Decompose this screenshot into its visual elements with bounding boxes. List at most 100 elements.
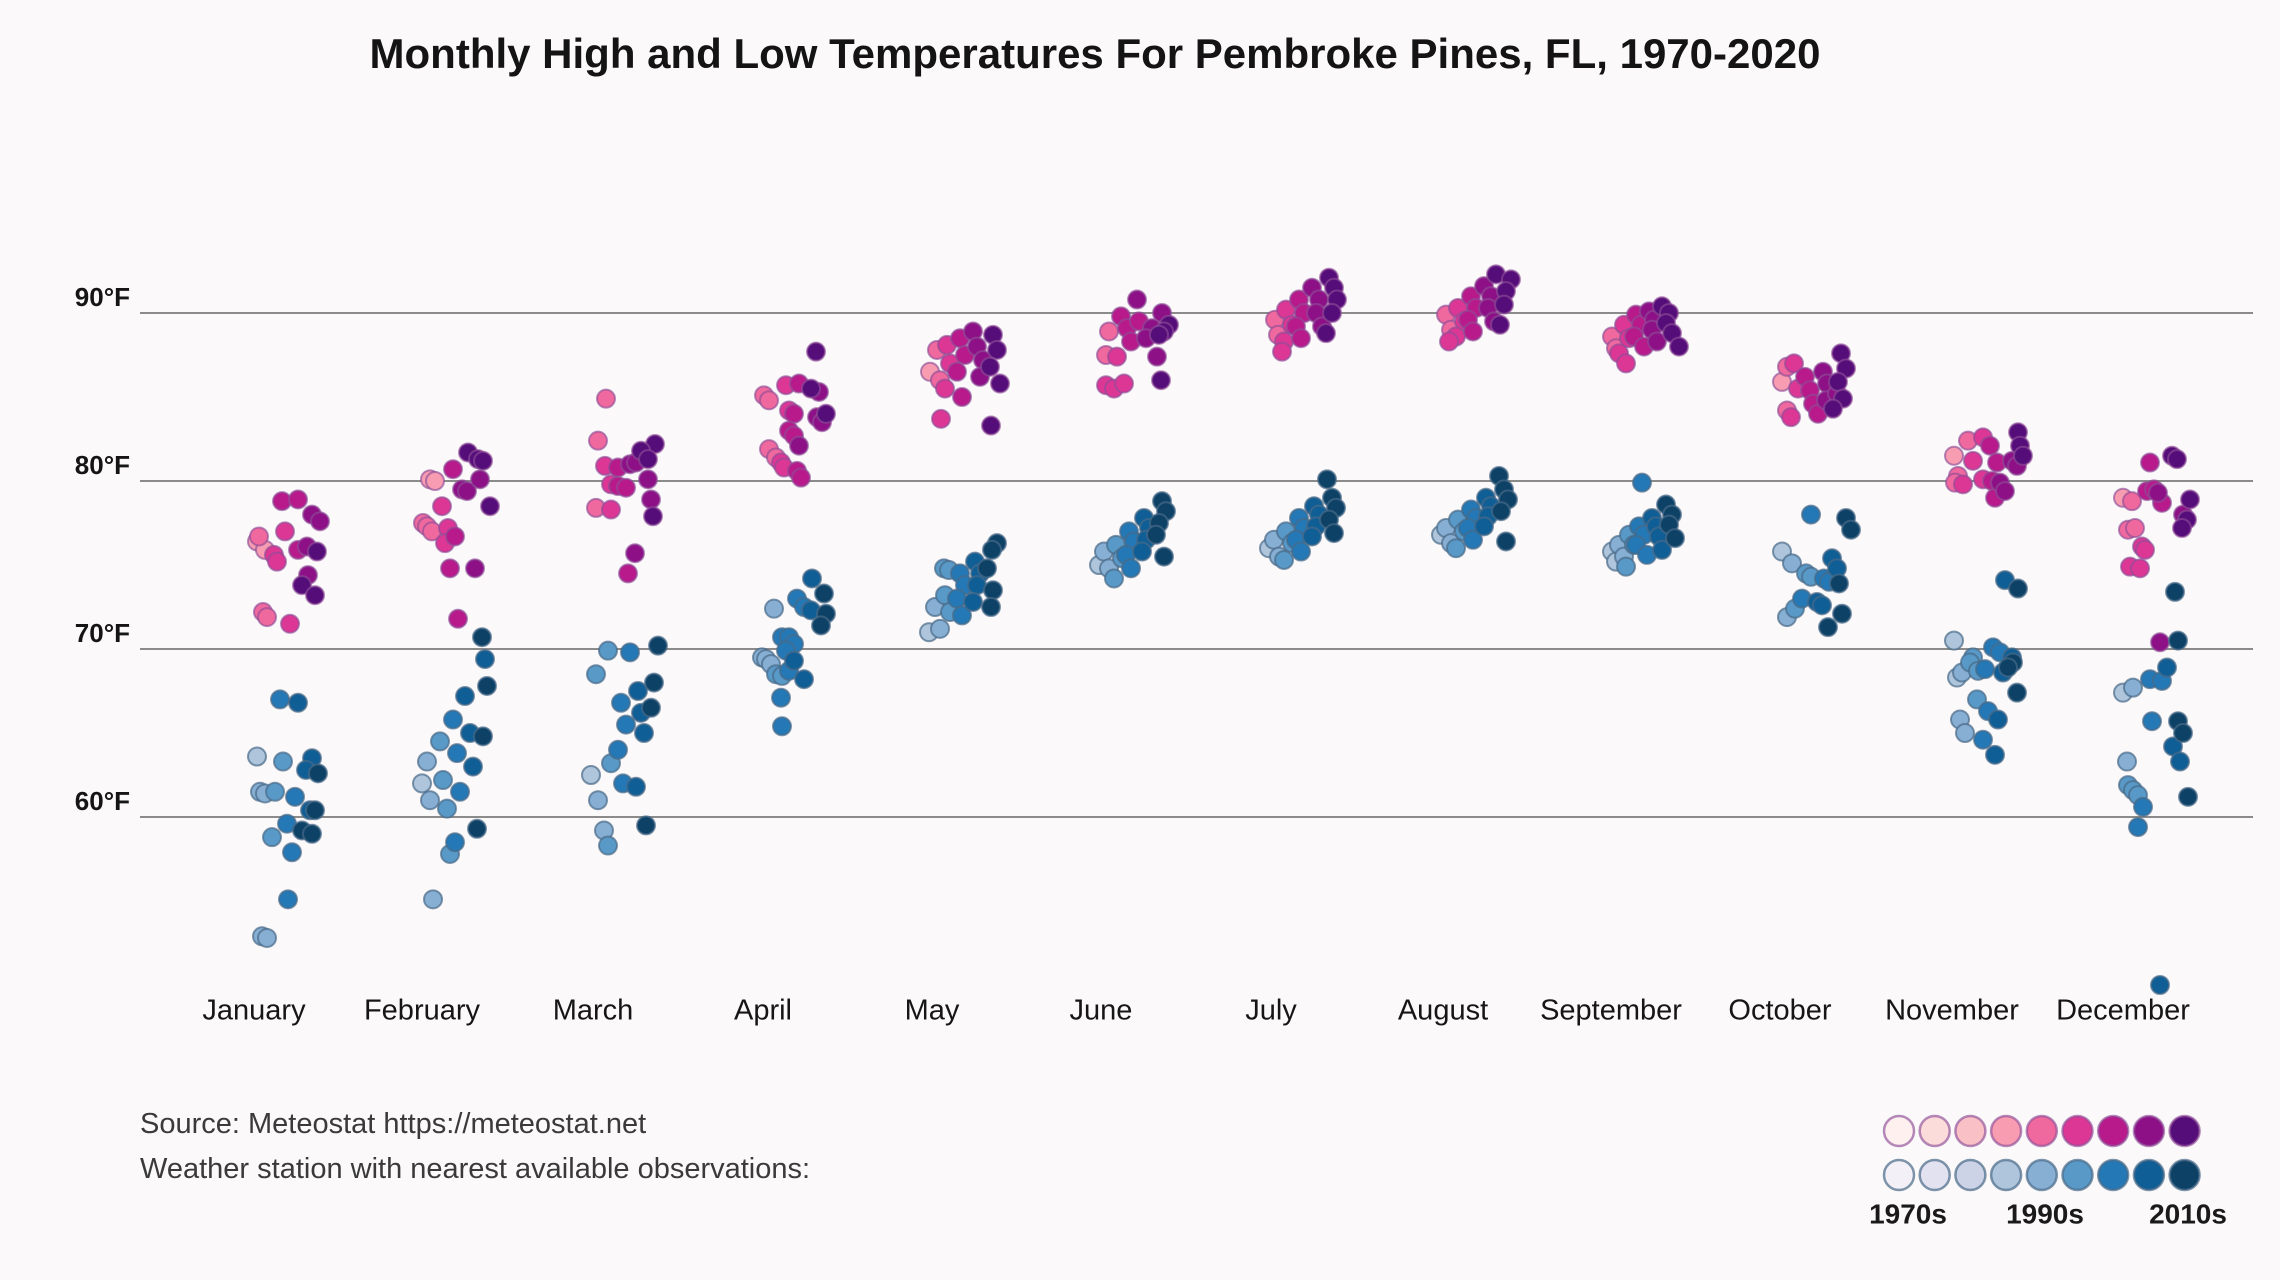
data-point-low xyxy=(475,649,495,670)
data-point-low xyxy=(1132,541,1152,562)
legend-swatch-low xyxy=(1882,1158,1916,1192)
data-point-high xyxy=(2013,445,2033,466)
data-point-high xyxy=(1494,294,1514,315)
data-point-low xyxy=(947,588,967,609)
data-point-low xyxy=(1154,546,1174,567)
data-point-high xyxy=(784,403,804,424)
data-point-low xyxy=(1317,469,1337,490)
data-point-high xyxy=(935,378,955,399)
legend-swatch-high xyxy=(1954,1114,1987,1148)
chart-title: Monthly High and Low Temperatures For Pe… xyxy=(369,30,1821,77)
data-point-low xyxy=(794,669,814,690)
data-point-low xyxy=(1324,523,1344,544)
data-point-high xyxy=(641,489,661,510)
data-point-high xyxy=(601,499,621,520)
data-point-high xyxy=(280,613,300,634)
data-point-high xyxy=(443,459,463,480)
legend-decade-label-2010s: 2010s xyxy=(2149,1198,2227,1229)
data-point-low xyxy=(611,692,631,713)
data-point-high xyxy=(1669,336,1689,357)
data-point-low xyxy=(273,751,293,772)
data-point-low xyxy=(634,723,654,743)
data-point-low xyxy=(1496,531,1516,552)
source-line-2: Weather station with nearest available o… xyxy=(140,1153,811,1185)
data-point-high xyxy=(1944,445,1964,466)
legend-swatch-high xyxy=(1918,1114,1951,1148)
data-point-low xyxy=(983,580,1003,601)
data-point-low xyxy=(616,714,636,735)
data-point-low xyxy=(588,790,608,811)
data-point-low xyxy=(1146,524,1166,545)
data-point-high xyxy=(249,526,269,547)
data-point-low xyxy=(2133,796,2153,817)
data-point-low xyxy=(1121,558,1141,579)
source-block: Source: Meteostat https://meteostat.net … xyxy=(140,1102,810,1192)
data-point-high xyxy=(2150,632,2170,653)
legend-swatch-high xyxy=(1882,1114,1916,1148)
data-point-high xyxy=(1784,353,1804,374)
data-point-low xyxy=(814,583,834,604)
data-point-low xyxy=(636,815,656,836)
data-point-low xyxy=(1463,529,1483,550)
data-point-low xyxy=(598,640,618,661)
data-point-high xyxy=(2167,449,2187,470)
data-point-high xyxy=(1147,346,1167,367)
data-point-low xyxy=(1955,723,1975,743)
data-point-low xyxy=(1975,659,1995,680)
data-point-low xyxy=(417,751,437,772)
data-point-low xyxy=(963,591,983,612)
data-point-low xyxy=(1985,744,2005,765)
data-point-high xyxy=(1099,321,1119,342)
data-point-low xyxy=(455,686,475,707)
data-point-high xyxy=(2172,518,2192,539)
month-label-august: August xyxy=(1398,995,1488,1027)
data-point-high xyxy=(1490,314,1510,335)
data-point-low xyxy=(2165,581,2185,602)
data-point-low xyxy=(598,835,618,856)
legend-swatch-low xyxy=(1989,1158,2023,1192)
data-point-low xyxy=(477,675,497,696)
data-point-low xyxy=(1665,528,1685,549)
data-point-low xyxy=(412,773,432,794)
data-point-high xyxy=(981,415,1001,436)
data-point-high xyxy=(643,506,663,527)
data-point-low xyxy=(285,786,305,807)
data-point-low xyxy=(1832,603,1852,624)
data-point-high xyxy=(257,607,277,628)
data-point-high xyxy=(1291,328,1311,349)
legend-swatch-high xyxy=(2132,1114,2166,1148)
data-point-high xyxy=(425,471,445,491)
data-point-high xyxy=(931,408,951,429)
data-point-high xyxy=(990,373,1010,394)
data-point-high xyxy=(2125,518,2145,539)
data-point-high xyxy=(1647,331,1667,352)
month-label-june: June xyxy=(1070,995,1133,1027)
data-point-high xyxy=(2135,539,2155,560)
data-point-low xyxy=(1973,729,1993,750)
data-point-high xyxy=(638,469,658,490)
data-point-low xyxy=(2142,711,2162,732)
data-point-low xyxy=(288,692,308,713)
data-point-low xyxy=(463,756,483,777)
data-point-high xyxy=(588,430,608,451)
data-point-high xyxy=(1463,321,1483,342)
month-label-february: February xyxy=(364,995,481,1027)
legend-swatch-high xyxy=(2061,1114,2094,1148)
data-point-high xyxy=(987,339,1007,360)
data-point-low xyxy=(771,687,791,708)
data-point-low xyxy=(977,558,997,579)
data-point-low xyxy=(1632,472,1652,493)
data-point-low xyxy=(430,731,450,752)
data-point-high xyxy=(448,608,468,629)
data-point-low xyxy=(811,615,831,636)
month-label-april: April xyxy=(734,995,792,1027)
data-point-low xyxy=(1841,519,1861,540)
legend-swatch-low xyxy=(2168,1158,2201,1192)
data-point-low xyxy=(1829,573,1849,594)
data-point-low xyxy=(772,716,792,737)
data-point-high xyxy=(305,585,325,606)
data-point-low xyxy=(620,642,640,663)
legend-swatch-high xyxy=(2168,1114,2201,1148)
data-point-high xyxy=(1823,398,1843,419)
